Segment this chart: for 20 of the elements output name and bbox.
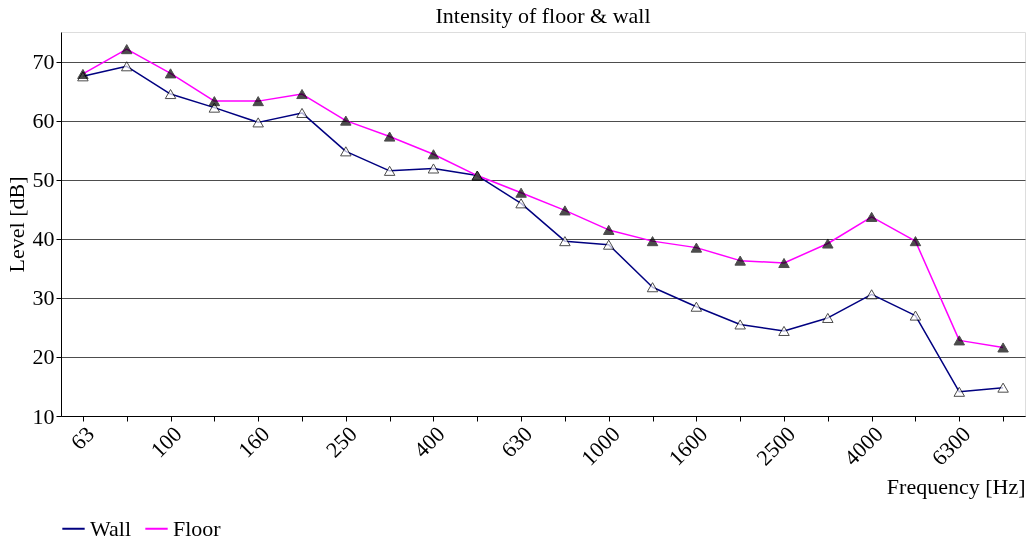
y-tick-label: 10 — [32, 403, 55, 429]
legend-label: Floor — [173, 515, 222, 541]
y-tick-label: 60 — [32, 108, 55, 134]
x-tick-label: 4000 — [838, 421, 888, 471]
x-tick-label: 250 — [320, 421, 362, 463]
y-axis-title: Level [dB] — [3, 176, 29, 273]
x-axis-title: Frequency [Hz] — [886, 474, 1026, 500]
y-tick-label: 50 — [32, 167, 55, 193]
x-tick-label: 630 — [496, 421, 538, 463]
y-tick-label: 40 — [32, 226, 55, 252]
y-tick-label: 30 — [32, 285, 55, 311]
x-tick-label: 400 — [408, 421, 450, 463]
y-tick-label: 20 — [32, 344, 55, 370]
y-tick-label: 70 — [32, 49, 55, 75]
legend-label: Wall — [90, 515, 131, 541]
x-tick-label: 160 — [233, 421, 275, 463]
x-tick-label: 100 — [145, 421, 187, 463]
chart-title: Intensity of floor & wall — [435, 3, 651, 28]
x-tick-label: 63 — [65, 421, 99, 455]
x-tick-label: 6300 — [926, 421, 976, 471]
